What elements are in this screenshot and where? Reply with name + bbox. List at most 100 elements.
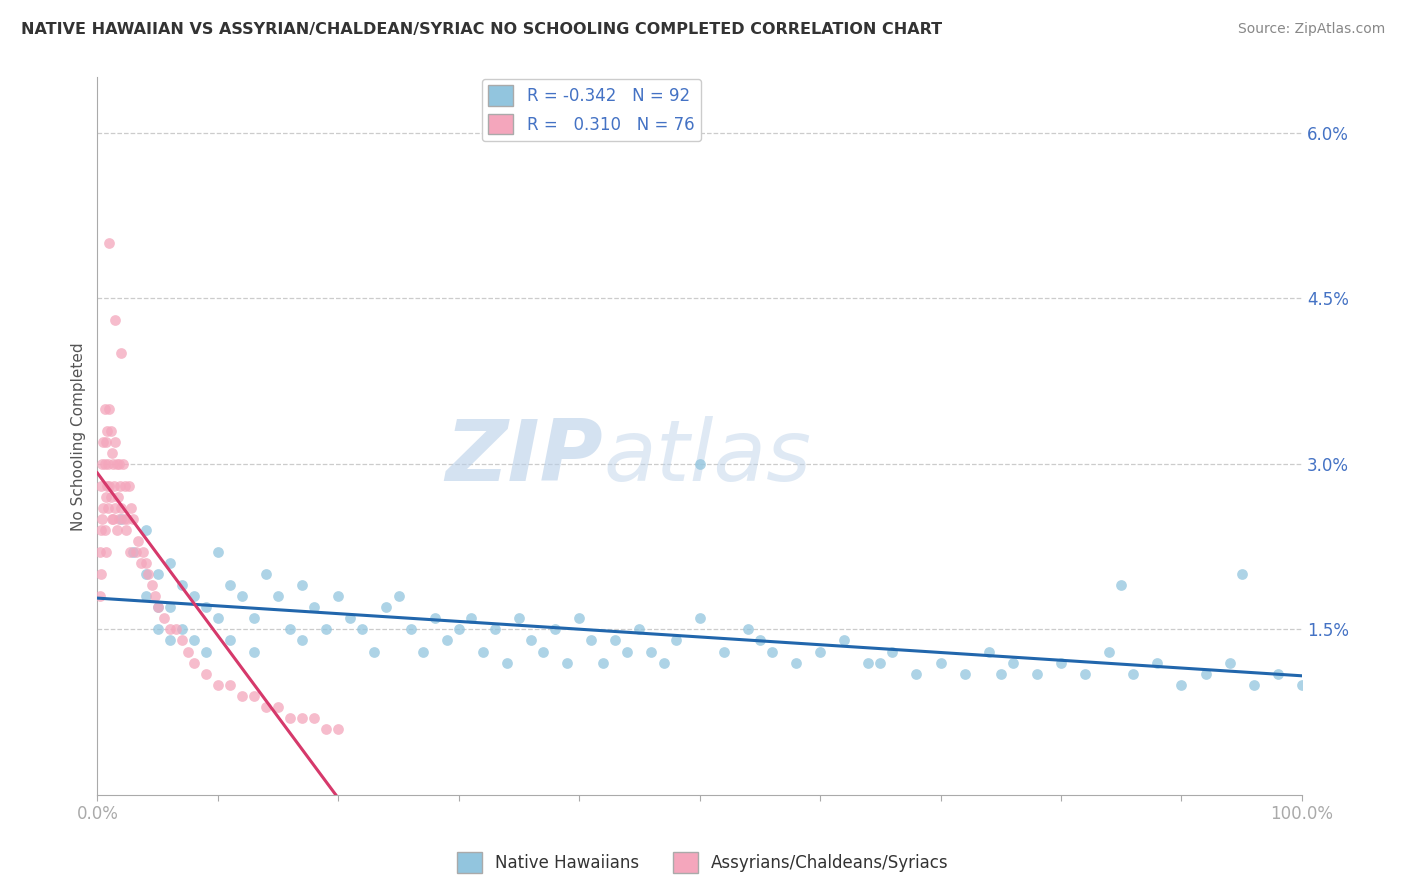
Point — [122, 545, 145, 559]
Point — [96, 479, 118, 493]
Point — [399, 623, 422, 637]
Point — [315, 623, 337, 637]
Point — [207, 545, 229, 559]
Point — [117, 512, 139, 526]
Point — [110, 479, 132, 493]
Point — [98, 479, 121, 493]
Point — [120, 501, 142, 516]
Point — [387, 590, 409, 604]
Point — [136, 567, 159, 582]
Point — [98, 235, 121, 250]
Point — [94, 490, 117, 504]
Point — [122, 512, 145, 526]
Point — [267, 590, 290, 604]
Point — [869, 656, 891, 670]
Point — [103, 479, 125, 493]
Point — [447, 623, 470, 637]
Point — [1219, 656, 1241, 670]
Point — [159, 623, 181, 637]
Point — [278, 711, 301, 725]
Point — [328, 722, 350, 736]
Point — [628, 623, 651, 637]
Point — [159, 600, 181, 615]
Point — [990, 666, 1012, 681]
Point — [194, 666, 217, 681]
Point — [568, 611, 591, 625]
Point — [1001, 656, 1024, 670]
Point — [291, 711, 314, 725]
Point — [101, 446, 124, 460]
Point — [808, 644, 831, 658]
Point — [243, 689, 266, 703]
Point — [1230, 567, 1253, 582]
Point — [605, 633, 627, 648]
Point — [278, 623, 301, 637]
Point — [91, 512, 114, 526]
Point — [96, 424, 118, 438]
Point — [664, 633, 686, 648]
Point — [1109, 578, 1132, 592]
Point — [352, 623, 374, 637]
Point — [132, 545, 155, 559]
Point — [302, 711, 325, 725]
Y-axis label: No Schooling Completed: No Schooling Completed — [72, 342, 86, 531]
Point — [207, 678, 229, 692]
Point — [302, 600, 325, 615]
Point — [183, 656, 205, 670]
Point — [90, 523, 112, 537]
Point — [520, 633, 543, 648]
Point — [101, 457, 124, 471]
Point — [761, 644, 783, 658]
Point — [254, 567, 277, 582]
Point — [104, 501, 127, 516]
Point — [1170, 678, 1192, 692]
Point — [194, 600, 217, 615]
Point — [143, 590, 166, 604]
Point — [1243, 678, 1265, 692]
Point — [1074, 666, 1097, 681]
Point — [100, 490, 122, 504]
Point — [218, 678, 240, 692]
Point — [93, 401, 115, 416]
Point — [218, 578, 240, 592]
Point — [110, 512, 132, 526]
Point — [170, 633, 193, 648]
Point — [91, 457, 114, 471]
Point — [267, 699, 290, 714]
Point — [170, 578, 193, 592]
Point — [471, 644, 494, 658]
Point — [125, 545, 148, 559]
Point — [243, 644, 266, 658]
Point — [97, 501, 120, 516]
Point — [1098, 644, 1121, 658]
Point — [929, 656, 952, 670]
Point — [127, 534, 149, 549]
Point — [98, 401, 121, 416]
Point — [110, 501, 132, 516]
Point — [508, 611, 530, 625]
Point — [159, 633, 181, 648]
Point — [737, 623, 759, 637]
Point — [748, 633, 770, 648]
Point — [146, 600, 169, 615]
Legend: R = -0.342   N = 92, R =   0.310   N = 76: R = -0.342 N = 92, R = 0.310 N = 76 — [482, 78, 700, 141]
Point — [135, 523, 157, 537]
Point — [135, 567, 157, 582]
Point — [616, 644, 638, 658]
Point — [94, 545, 117, 559]
Point — [436, 633, 458, 648]
Point — [1194, 666, 1216, 681]
Point — [105, 523, 128, 537]
Point — [146, 567, 169, 582]
Text: atlas: atlas — [603, 417, 811, 500]
Point — [882, 644, 904, 658]
Point — [90, 479, 112, 493]
Point — [100, 424, 122, 438]
Point — [652, 656, 675, 670]
Point — [115, 523, 138, 537]
Point — [146, 600, 169, 615]
Point — [218, 633, 240, 648]
Text: NATIVE HAWAIIAN VS ASSYRIAN/CHALDEAN/SYRIAC NO SCHOOLING COMPLETED CORRELATION C: NATIVE HAWAIIAN VS ASSYRIAN/CHALDEAN/SYR… — [21, 22, 942, 37]
Point — [231, 590, 253, 604]
Point — [1122, 666, 1144, 681]
